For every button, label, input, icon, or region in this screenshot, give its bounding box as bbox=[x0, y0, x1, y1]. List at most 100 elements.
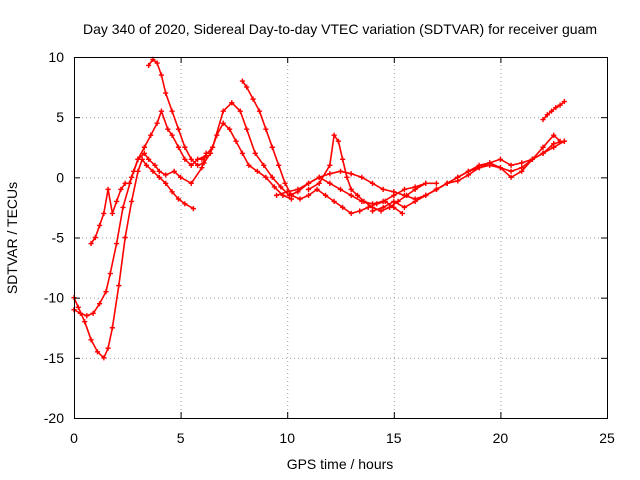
data-point bbox=[158, 108, 165, 114]
data-point bbox=[497, 165, 503, 171]
data-point bbox=[284, 189, 290, 195]
data-point bbox=[171, 168, 177, 174]
data-point bbox=[423, 192, 429, 198]
data-point bbox=[201, 160, 207, 166]
data-point bbox=[246, 162, 252, 168]
series-line bbox=[308, 134, 427, 212]
data-point bbox=[116, 283, 122, 289]
series-line bbox=[90, 110, 207, 244]
data-point bbox=[529, 156, 535, 162]
y-tick-label: 0 bbox=[56, 169, 64, 185]
chart-title: Day 340 of 2020, Sidereal Day-to-day VTE… bbox=[83, 21, 597, 37]
data-point bbox=[120, 204, 126, 211]
data-point bbox=[126, 180, 133, 186]
data-point bbox=[540, 144, 546, 150]
data-point bbox=[476, 165, 482, 171]
data-point bbox=[156, 168, 162, 174]
data-point bbox=[348, 186, 354, 192]
data-point bbox=[105, 345, 111, 351]
data-point bbox=[380, 186, 386, 192]
data-point bbox=[433, 186, 440, 192]
data-point bbox=[199, 156, 205, 162]
data-point bbox=[433, 180, 440, 186]
data-point bbox=[244, 126, 250, 132]
data-point bbox=[135, 156, 141, 162]
data-point bbox=[122, 234, 128, 241]
data-point bbox=[288, 192, 295, 198]
data-point bbox=[105, 186, 111, 192]
data-point bbox=[148, 132, 154, 138]
data-point bbox=[154, 60, 160, 66]
x-tick-label: 10 bbox=[279, 430, 295, 446]
data-point bbox=[273, 192, 280, 198]
data-point bbox=[337, 168, 344, 174]
data-point bbox=[369, 180, 376, 186]
data-point bbox=[178, 174, 184, 180]
y-axis-title: SDTVAR / TECUs bbox=[4, 182, 20, 294]
data-point bbox=[276, 162, 282, 168]
data-point bbox=[101, 210, 107, 217]
x-tick-label: 25 bbox=[599, 430, 615, 446]
series-line bbox=[73, 158, 194, 359]
data-point bbox=[175, 144, 182, 150]
data-point bbox=[229, 100, 235, 106]
series-line bbox=[276, 140, 565, 200]
data-point bbox=[141, 144, 147, 150]
x-axis: 0 5 10 15 20 25 bbox=[70, 57, 615, 446]
data-point bbox=[182, 201, 188, 207]
data-point bbox=[401, 192, 408, 198]
data-point bbox=[401, 186, 408, 192]
data-point bbox=[316, 174, 322, 180]
data-point bbox=[444, 180, 450, 186]
data-point bbox=[561, 98, 567, 105]
data-point bbox=[188, 162, 194, 168]
data-point bbox=[412, 186, 418, 192]
data-point bbox=[557, 138, 563, 144]
data-point bbox=[359, 174, 365, 180]
data-point bbox=[220, 108, 226, 114]
y-tick-label: -10 bbox=[44, 290, 64, 306]
data-point bbox=[519, 160, 525, 166]
data-point bbox=[169, 132, 175, 138]
data-point bbox=[354, 192, 361, 198]
data-point bbox=[84, 313, 90, 319]
y-axis: -20 -15 -10 -5 0 5 10 bbox=[44, 49, 607, 426]
data-point bbox=[540, 150, 546, 156]
data-point bbox=[551, 132, 557, 138]
data-point bbox=[548, 108, 555, 114]
data-point bbox=[220, 120, 226, 126]
data-point bbox=[128, 198, 135, 204]
data-point bbox=[331, 198, 337, 204]
data-point bbox=[369, 208, 376, 214]
data-point bbox=[269, 144, 275, 150]
data-point bbox=[348, 210, 354, 217]
data-point bbox=[557, 102, 563, 108]
data-point bbox=[118, 186, 124, 192]
data-point bbox=[314, 186, 320, 192]
data-point bbox=[188, 180, 194, 186]
data-point bbox=[551, 141, 557, 147]
data-point bbox=[150, 168, 156, 174]
data-point bbox=[382, 198, 388, 204]
data-point bbox=[169, 189, 175, 195]
data-point bbox=[175, 196, 182, 202]
data-point bbox=[380, 204, 386, 211]
data-point bbox=[305, 180, 312, 186]
data-point bbox=[297, 196, 303, 202]
data-point bbox=[207, 150, 214, 156]
data-point bbox=[209, 144, 216, 150]
data-point bbox=[316, 180, 322, 186]
data-point bbox=[250, 96, 256, 102]
y-tick-label: -5 bbox=[52, 230, 65, 246]
data-point bbox=[278, 184, 284, 190]
data-point bbox=[128, 174, 135, 180]
data-point bbox=[227, 126, 233, 132]
data-point bbox=[327, 180, 333, 186]
data-point bbox=[508, 162, 514, 168]
y-tick-label: 10 bbox=[48, 49, 64, 65]
data-point bbox=[163, 90, 169, 96]
data-point bbox=[256, 108, 263, 114]
data-point bbox=[239, 150, 246, 156]
data-point bbox=[519, 168, 525, 174]
